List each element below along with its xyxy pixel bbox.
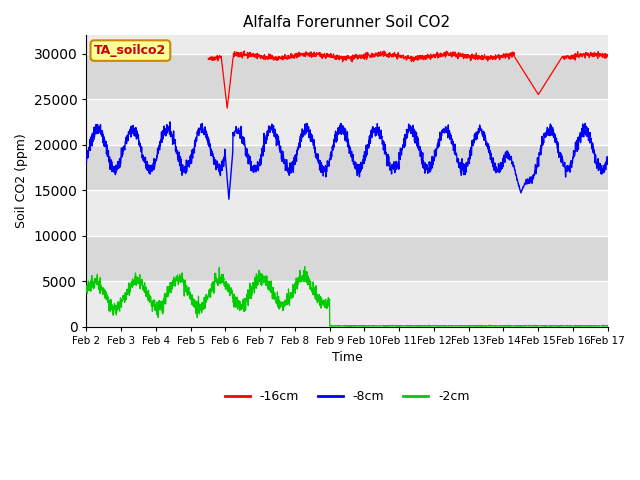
Bar xyxy=(86,54,607,99)
Bar xyxy=(86,99,607,144)
Bar xyxy=(86,144,607,190)
Legend: -16cm, -8cm, -2cm: -16cm, -8cm, -2cm xyxy=(220,385,474,408)
X-axis label: Time: Time xyxy=(332,351,362,364)
Text: TA_soilco2: TA_soilco2 xyxy=(94,44,166,57)
Y-axis label: Soil CO2 (ppm): Soil CO2 (ppm) xyxy=(15,133,28,228)
Bar xyxy=(86,281,607,327)
Bar xyxy=(86,236,607,281)
Title: Alfalfa Forerunner Soil CO2: Alfalfa Forerunner Soil CO2 xyxy=(243,15,451,30)
Bar xyxy=(86,190,607,236)
